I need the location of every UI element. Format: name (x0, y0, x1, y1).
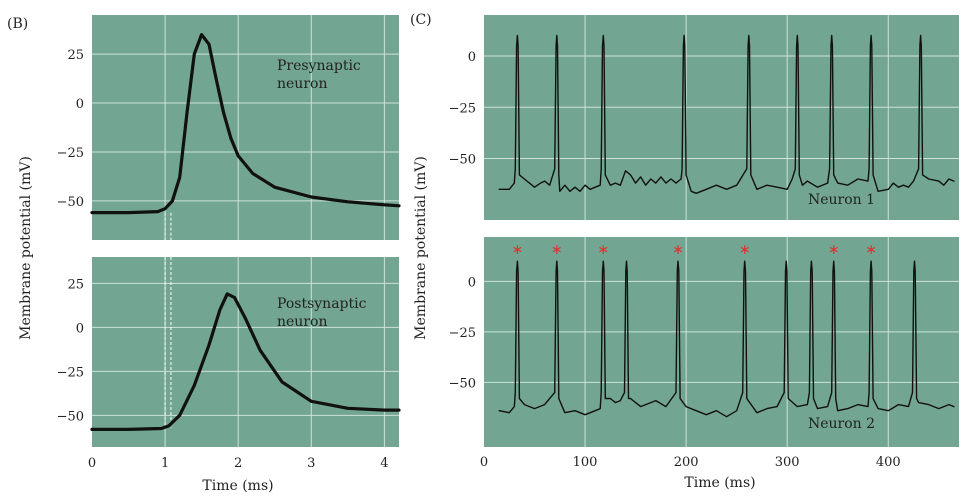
y-tick-label: 0 (468, 50, 476, 65)
x-tick-label: 400 (876, 455, 901, 470)
annotation-line: Neuron 2 (808, 416, 875, 432)
y-tick-label: −50 (57, 195, 84, 210)
trace-annotation: Presynaptic neuron (277, 58, 361, 92)
annotation-line: neuron (277, 314, 327, 330)
panel-c-ylabel: Membrane potential (mV) (413, 156, 429, 340)
spike-marker: ∗ (597, 242, 609, 258)
panel-b-presynaptic: 25 0 −25 −50 Presynaptic neuron (57, 15, 401, 240)
y-tick-label: −25 (449, 326, 476, 341)
spike-marker: ∗ (828, 242, 840, 258)
x-tick-label: 300 (775, 455, 800, 470)
y-tick-label: 0 (468, 275, 476, 290)
trace-annotation: Postsynaptic neuron (277, 296, 367, 330)
y-tick-label: −50 (57, 409, 84, 424)
spike-marker: ∗ (551, 242, 563, 258)
y-tick-label: 25 (67, 48, 84, 63)
annotation-line: Neuron 1 (808, 192, 875, 208)
x-tick-label: 200 (674, 455, 699, 470)
x-tick-label: 0 (480, 455, 488, 470)
plot-background (92, 257, 399, 447)
panel-b-xlabel: Time (ms) (202, 478, 273, 494)
x-tick-label: 100 (573, 455, 598, 470)
annotation-line: Postsynaptic (277, 296, 367, 312)
plot-background (484, 15, 959, 220)
y-tick-label: −25 (57, 365, 84, 380)
panel-c-xlabel: Time (ms) (684, 475, 755, 491)
annotation-line: neuron (277, 76, 327, 92)
spike-marker: ∗ (672, 242, 684, 258)
x-tick-label: 2 (234, 456, 242, 471)
x-tick-label: 0 (88, 456, 96, 471)
panel-c-neuron2: 0 −25 −50 0 100 200 300 400 ∗ ∗ ∗ ∗ ∗ ∗ ∗ Neuron 2 (449, 237, 959, 470)
spike-marker: ∗ (865, 242, 877, 258)
spike-marker: ∗ (511, 242, 523, 258)
spike-marker: ∗ (739, 242, 751, 258)
panel-c-neuron1: 0 −25 −50 Neuron 1 (449, 15, 959, 220)
x-tick-label: 1 (161, 456, 169, 471)
y-tick-label: 0 (76, 97, 84, 112)
panel-label-b: (B) (7, 16, 28, 32)
y-tick-label: −50 (449, 376, 476, 391)
membrane-potential-trace (498, 260, 955, 418)
y-tick-label: 0 (76, 321, 84, 336)
x-tick-label: 3 (307, 456, 315, 471)
trace-annotation: Neuron 2 (808, 416, 875, 432)
membrane-potential-trace (90, 292, 401, 431)
x-tick-label: 4 (380, 456, 388, 471)
plot-background (92, 15, 399, 240)
membrane-potential-trace (90, 33, 401, 215)
plot-background (484, 237, 959, 447)
y-tick-label: −25 (57, 146, 84, 161)
panel-label-c: (C) (410, 12, 432, 28)
annotation-line: Presynaptic (277, 58, 361, 74)
panel-b-postsynaptic: 25 0 −25 −50 0 1 2 3 4 Postsynaptic neuron (57, 257, 401, 471)
trace-annotation: Neuron 1 (808, 192, 875, 208)
membrane-potential-trace (498, 34, 955, 194)
panel-b-ylabel: Membrane potential (mV) (18, 156, 34, 340)
y-tick-label: 25 (67, 277, 84, 292)
y-tick-label: −50 (449, 153, 476, 168)
y-tick-label: −25 (449, 101, 476, 116)
